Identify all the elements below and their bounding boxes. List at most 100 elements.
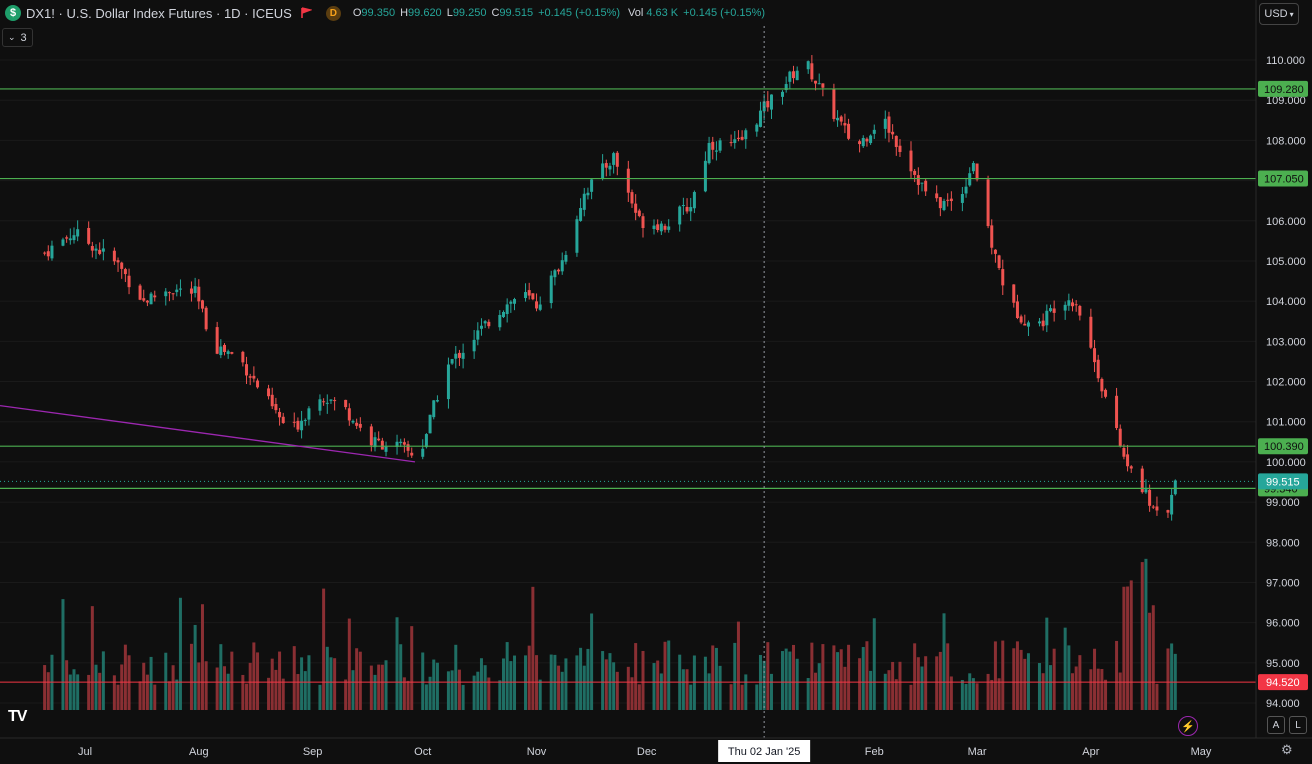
- price-grid: [0, 59, 1256, 704]
- candle-body: [1023, 323, 1027, 326]
- volume-bar: [524, 655, 528, 710]
- lightning-icon[interactable]: ⚡: [1178, 716, 1198, 736]
- candle-body: [171, 293, 175, 295]
- volume-bar: [652, 663, 656, 710]
- volume-bar: [839, 649, 843, 710]
- candle-body: [1052, 308, 1056, 313]
- y-tick-label: 106.000: [1266, 216, 1306, 228]
- volume-bar: [993, 641, 997, 710]
- volume-bar: [769, 673, 773, 710]
- candle-body: [1126, 454, 1130, 467]
- auto-scale-button[interactable]: A: [1267, 716, 1285, 734]
- candle-body: [167, 292, 171, 294]
- dividend-badge[interactable]: D: [325, 5, 341, 21]
- candle-body: [149, 293, 153, 305]
- candle-body: [1001, 269, 1005, 286]
- volume-bar: [626, 666, 630, 710]
- candle-body: [307, 408, 311, 420]
- candle-body: [608, 165, 612, 170]
- candle-body: [498, 314, 502, 328]
- candle-body: [659, 223, 663, 232]
- volume-bar: [883, 673, 887, 710]
- volume-bar: [61, 599, 65, 710]
- currency-label: USD: [1264, 8, 1288, 20]
- volume-bar: [457, 669, 461, 710]
- volume-bar: [656, 660, 660, 710]
- volume-label: Vol: [628, 7, 644, 19]
- volume-bar: [446, 671, 450, 710]
- symbol-title[interactable]: DX1! · U.S. Dollar Index Futures · 1D · …: [26, 5, 292, 21]
- y-tick-label: 101.000: [1266, 417, 1306, 429]
- candle-body: [685, 206, 689, 212]
- candle-body: [248, 376, 252, 378]
- candle-body: [399, 441, 403, 444]
- candle-body: [43, 252, 47, 254]
- x-tick-label: Nov: [527, 746, 547, 758]
- volume-bar: [630, 677, 634, 710]
- tradingview-logo[interactable]: TV: [8, 708, 27, 725]
- volume-bar: [1170, 643, 1174, 710]
- volume-bar: [204, 661, 208, 710]
- volume-bar: [968, 673, 972, 710]
- volume-bar: [120, 664, 124, 710]
- indicators-collapse-button[interactable]: ⌄ 3: [2, 28, 33, 47]
- candle-body: [788, 71, 792, 82]
- candle-body: [116, 260, 120, 263]
- candle-body: [784, 84, 788, 91]
- candle-body: [781, 91, 784, 97]
- volume-bar: [46, 672, 50, 710]
- candle-body: [858, 141, 862, 145]
- candle-body: [446, 364, 450, 400]
- candle-body: [744, 130, 748, 140]
- volume-bar: [513, 655, 517, 710]
- volume-bar: [94, 664, 98, 710]
- volume-bar: [1045, 617, 1049, 710]
- currency-selector[interactable]: USD ▾: [1259, 3, 1299, 25]
- candle-body: [1104, 389, 1108, 397]
- candle-body: [197, 286, 201, 302]
- gear-icon[interactable]: ⚙: [1281, 742, 1293, 757]
- candle-body: [373, 437, 377, 448]
- volume-bar: [274, 669, 278, 710]
- volume-bar: [193, 624, 197, 710]
- volume-bar: [252, 642, 256, 710]
- candle-body: [1173, 480, 1177, 495]
- candle-body: [1063, 304, 1067, 311]
- horizontal-levels: [0, 26, 1256, 738]
- candle-body: [502, 311, 505, 318]
- candle-body: [377, 438, 381, 441]
- volume-bar: [615, 671, 619, 710]
- candle-body: [1089, 316, 1093, 348]
- volume-bar: [505, 642, 509, 710]
- candle-body: [733, 139, 737, 143]
- candle-body: [913, 170, 917, 175]
- candle-body: [898, 145, 902, 152]
- candle-body: [1115, 395, 1119, 429]
- candle-body: [1093, 348, 1097, 363]
- candle-body: [230, 352, 234, 354]
- volume-bar: [755, 684, 759, 710]
- volume-bar: [472, 675, 476, 710]
- candle-body: [711, 141, 715, 150]
- volume-bar: [112, 675, 116, 710]
- volume-bar: [861, 647, 865, 710]
- candle-body: [1122, 447, 1126, 457]
- level-price-label: 100.390: [1264, 441, 1304, 453]
- candle-body: [861, 137, 865, 147]
- log-scale-button[interactable]: L: [1289, 716, 1307, 734]
- volume-bar: [296, 674, 300, 710]
- flag-icon[interactable]: [300, 7, 312, 19]
- volume-bar: [450, 670, 454, 710]
- volume-bar: [384, 660, 388, 710]
- candle-body: [634, 203, 638, 213]
- volume-bar: [659, 673, 663, 710]
- candle-body: [847, 123, 851, 139]
- candle-body: [200, 300, 204, 309]
- candle-body: [557, 269, 561, 272]
- volume-bar: [164, 652, 168, 710]
- candle-body: [1144, 489, 1148, 493]
- volume-bar: [946, 643, 950, 710]
- volume-bar: [1096, 668, 1100, 710]
- candle-body: [1037, 321, 1041, 324]
